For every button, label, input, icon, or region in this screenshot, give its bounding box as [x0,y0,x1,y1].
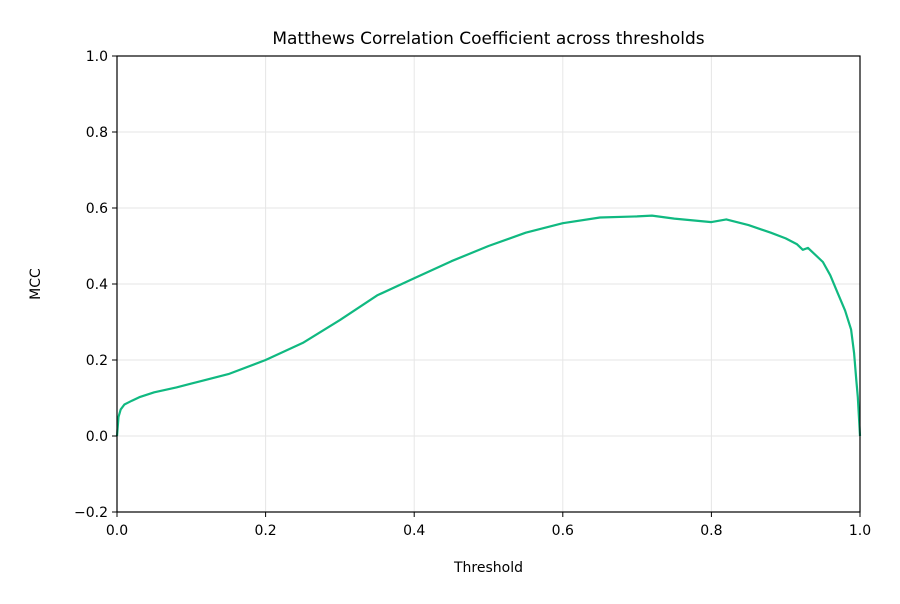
x-tick-label: 1.0 [849,523,871,539]
grid [116,55,861,513]
x-tick-label: 0.8 [700,523,722,539]
mcc-series-line [115,214,862,437]
x-axis-label: Threshold [453,560,523,576]
x-tick-label: 0.2 [254,523,276,539]
y-tick-label: 0.4 [86,277,108,293]
y-tick-label: 0.0 [86,429,108,445]
y-tick-label: 0.2 [86,353,108,369]
y-tick-label: 0.6 [86,201,108,217]
ticks: 0.0 0.2 0.4 0.6 0.8 1.0 −0.2 0.0 0.2 0.4 0.6 0.8 1.0 [74,49,871,539]
x-tick-label: 0.4 [403,523,425,539]
chart-title: Matthews Correlation Coefficient across … [272,29,704,49]
y-axis-label: MCC [28,268,44,300]
x-tick-label: 0.0 [106,523,128,539]
y-tick-label: −0.2 [74,505,108,521]
plot-area [115,214,862,437]
x-tick-label: 0.6 [552,523,574,539]
y-tick-label: 0.8 [86,125,108,141]
y-tick-label: 1.0 [86,49,108,65]
